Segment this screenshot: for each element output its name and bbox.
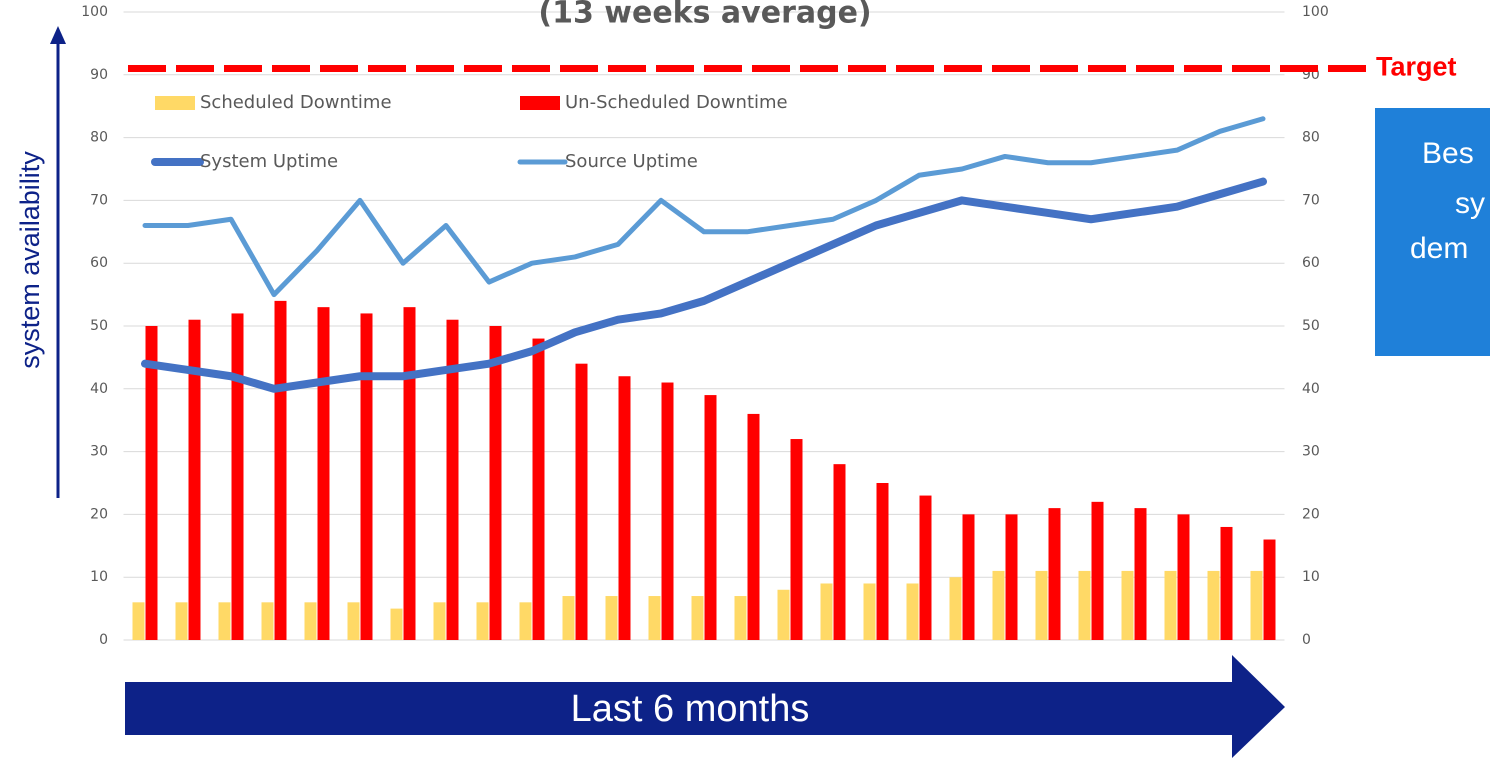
bar [1091,501,1104,640]
bar [605,596,618,640]
bar [919,495,932,640]
y2-tick-label: 10 [1302,569,1320,585]
bar [433,602,446,640]
bar [403,307,416,640]
y2-tick-label: 20 [1302,506,1320,522]
y-tick-label: 70 [90,192,108,208]
bar [790,439,803,640]
y2-tick-label: 50 [1302,318,1320,334]
bar [876,483,889,640]
legend-label: Source Uptime [565,151,698,172]
callout-text: sy [1455,187,1485,220]
bar [1250,570,1263,640]
bar [261,602,274,640]
bar [747,413,760,640]
bar [132,602,145,640]
bar [949,577,962,640]
bar [992,570,1005,640]
bar [1207,570,1220,640]
target-label: Target [1376,52,1457,82]
bar [489,326,502,640]
bar [1263,539,1276,640]
legend-swatch [155,96,195,110]
bar [648,596,661,640]
bar [175,602,188,640]
bar [145,326,158,640]
y-tick-label: 40 [90,381,108,397]
bar [231,313,244,640]
bar [704,395,717,640]
x-axis-label: Last 6 months [571,688,810,730]
legend-label: Un-Scheduled Downtime [565,92,788,113]
bar [906,583,919,640]
y2-tick-label: 60 [1302,255,1320,271]
y-tick-label: 100 [81,4,108,20]
y-tick-label: 80 [90,130,108,146]
line [141,177,1267,393]
y2-tick-label: 70 [1302,192,1320,208]
bar [446,319,459,640]
bar [820,583,833,640]
bar [347,602,360,640]
y2-tick-label: 40 [1302,381,1320,397]
legend-swatch [520,96,560,110]
callout-text: dem [1410,232,1468,265]
bar [218,602,231,640]
y-tick-label: 0 [99,632,108,648]
bar [618,376,631,640]
bar [962,514,975,640]
bar [476,602,489,640]
y2-tick-label: 30 [1302,444,1320,460]
bar [1005,514,1018,640]
bar [274,300,287,640]
chart-title: (13 weeks average) [538,0,871,31]
y2-tick-label: 0 [1302,632,1311,648]
bar [1134,508,1147,640]
y-tick-label: 60 [90,255,108,271]
bar [1164,570,1177,640]
bar [519,602,532,640]
y-tick-label: 20 [90,506,108,522]
bar [532,338,545,640]
y-tick-label: 90 [90,67,108,83]
callout-text: Bes [1422,137,1474,170]
legend-label: System Uptime [200,151,338,172]
bar [777,589,790,640]
y-tick-label: 50 [90,318,108,334]
bar [1048,508,1061,640]
legend-label: Scheduled Downtime [200,92,392,113]
time-arrow [125,655,1285,758]
bar [1177,514,1190,640]
bar [1035,570,1048,640]
bar [1220,526,1233,640]
y2-tick-label: 80 [1302,130,1320,146]
bar [575,363,588,640]
y-tick-label: 30 [90,444,108,460]
bar [304,602,317,640]
line [142,116,1266,298]
bar [863,583,876,640]
bar [390,608,403,640]
callout-box [1375,108,1490,356]
bar [317,307,330,640]
y-tick-label: 10 [90,569,108,585]
bar [188,319,201,640]
axis-arrow-head [50,26,66,44]
bar [1121,570,1134,640]
bar [1078,570,1091,640]
bar [360,313,373,640]
y-axis-label: system availability [15,151,45,369]
bar [691,596,704,640]
bar [661,382,674,640]
bar [833,464,846,640]
y2-tick-label: 100 [1302,4,1329,20]
bar [734,596,747,640]
bar [562,596,575,640]
